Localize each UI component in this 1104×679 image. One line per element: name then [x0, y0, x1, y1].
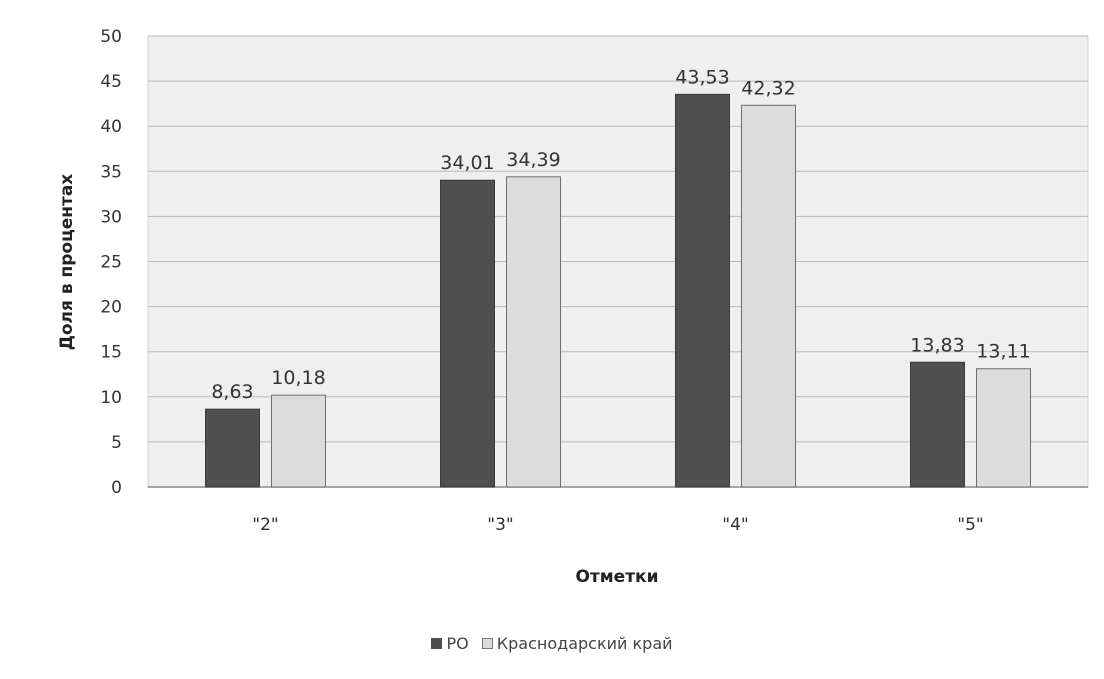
data-label: 10,18: [271, 367, 325, 389]
data-label: 13,11: [976, 341, 1030, 363]
legend-swatch-series-2: [481, 638, 493, 649]
y-tick-label: 45: [100, 72, 122, 92]
bar-series-1: [675, 93, 730, 488]
bar-series-1: [440, 179, 495, 488]
y-tick-label: 25: [100, 253, 122, 273]
legend: РО Краснодарский край: [0, 634, 1104, 653]
y-tick-label: 50: [100, 27, 122, 47]
data-label: 42,32: [741, 77, 795, 99]
y-tick-label: 40: [100, 117, 122, 137]
x-axis-title: Отметки: [575, 567, 658, 587]
bar-series-2: [271, 394, 326, 488]
legend-label-series-1: РО: [446, 634, 469, 653]
legend-label-series-2: Краснодарский край: [496, 634, 673, 653]
y-tick-label: 15: [100, 343, 122, 363]
x-tick-label: "2": [252, 515, 278, 535]
y-tick-label: 20: [100, 298, 122, 318]
y-tick-label: 10: [100, 388, 122, 408]
bar-series-1: [205, 408, 260, 488]
x-tick-label: "5": [957, 515, 983, 535]
legend-item-series-2: Краснодарский край: [481, 634, 673, 653]
bar-series-2: [506, 176, 561, 488]
legend-swatch-series-1: [431, 638, 443, 649]
y-tick-label: 0: [111, 478, 122, 498]
y-axis-ticks: 0 5 10 15 20 25 30 35 40 45 50: [100, 27, 122, 498]
y-tick-label: 30: [100, 207, 122, 227]
data-label: 34,39: [506, 149, 560, 171]
bar-series-1: [910, 361, 965, 488]
data-label: 43,53: [675, 66, 729, 88]
data-label: 34,01: [440, 152, 494, 174]
x-tick-label: "4": [722, 515, 748, 535]
bar-series-2: [741, 104, 796, 488]
legend-item-series-1: РО: [431, 634, 469, 653]
y-axis-title: Доля в процентах: [57, 174, 77, 351]
x-axis-ticks: "2" "3" "4" "5": [252, 515, 983, 535]
data-label: 8,63: [211, 381, 253, 403]
bars: 8,63 10,18 34,01 34,39 43,53 42,32 13,83 13,11: [205, 66, 1031, 488]
data-label: 13,83: [910, 334, 964, 356]
x-tick-label: "3": [487, 515, 513, 535]
y-tick-label: 5: [111, 433, 122, 453]
y-tick-label: 35: [100, 162, 122, 182]
bar-series-2: [976, 368, 1031, 488]
